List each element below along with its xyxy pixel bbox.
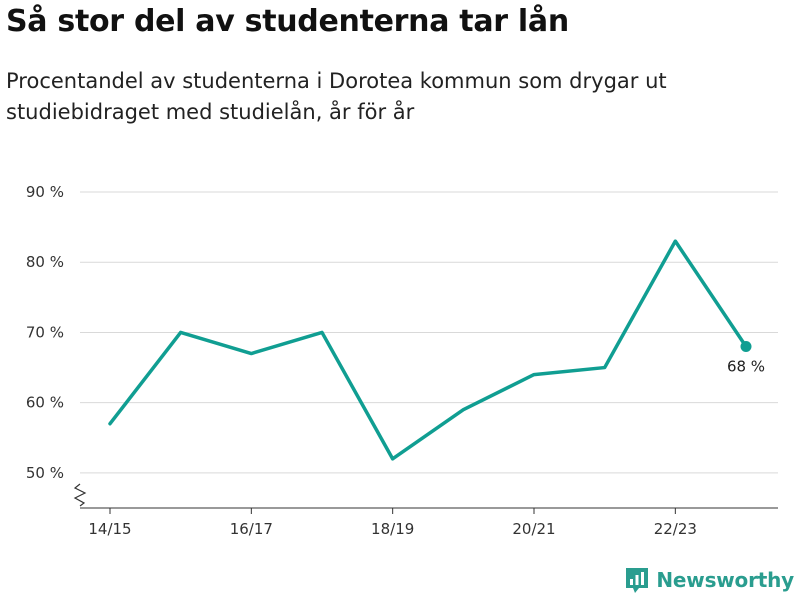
chart-title: Så stor del av studenterna tar lån — [6, 4, 569, 39]
end-value-label: 68 % — [727, 357, 765, 375]
y-tick-label: 90 % — [26, 183, 64, 201]
data-labels: 68 % — [727, 357, 765, 375]
x-tick-label: 16/17 — [230, 520, 273, 538]
chart-subtitle: Procentandel av studenterna i Dorotea ko… — [6, 69, 667, 124]
newsworthy-chart-icon — [626, 568, 649, 593]
newsworthy-logo[interactable]: Newsworthy — [624, 566, 794, 594]
x-axis: 14/15 16/17 18/19 20/21 22/23 — [73, 483, 778, 538]
end-point-marker — [740, 340, 752, 352]
y-tick-label: 70 % — [26, 323, 64, 341]
x-tick-label: 14/15 — [88, 520, 131, 538]
y-tick-label: 60 % — [26, 394, 64, 412]
x-tick-label: 18/19 — [371, 520, 414, 538]
brand-name: Newsworthy — [656, 568, 794, 592]
series-line — [108, 239, 748, 461]
y-tick-label: 80 % — [26, 253, 64, 271]
x-tick-label: 20/21 — [512, 520, 555, 538]
y-tick-label: 50 % — [26, 464, 64, 482]
y-axis-labels: 50 % 60 % 70 % 80 % 90 % — [26, 183, 64, 482]
y-axis-break-icon — [73, 483, 87, 507]
x-tick-label: 22/23 — [654, 520, 697, 538]
series-layer — [108, 239, 752, 461]
